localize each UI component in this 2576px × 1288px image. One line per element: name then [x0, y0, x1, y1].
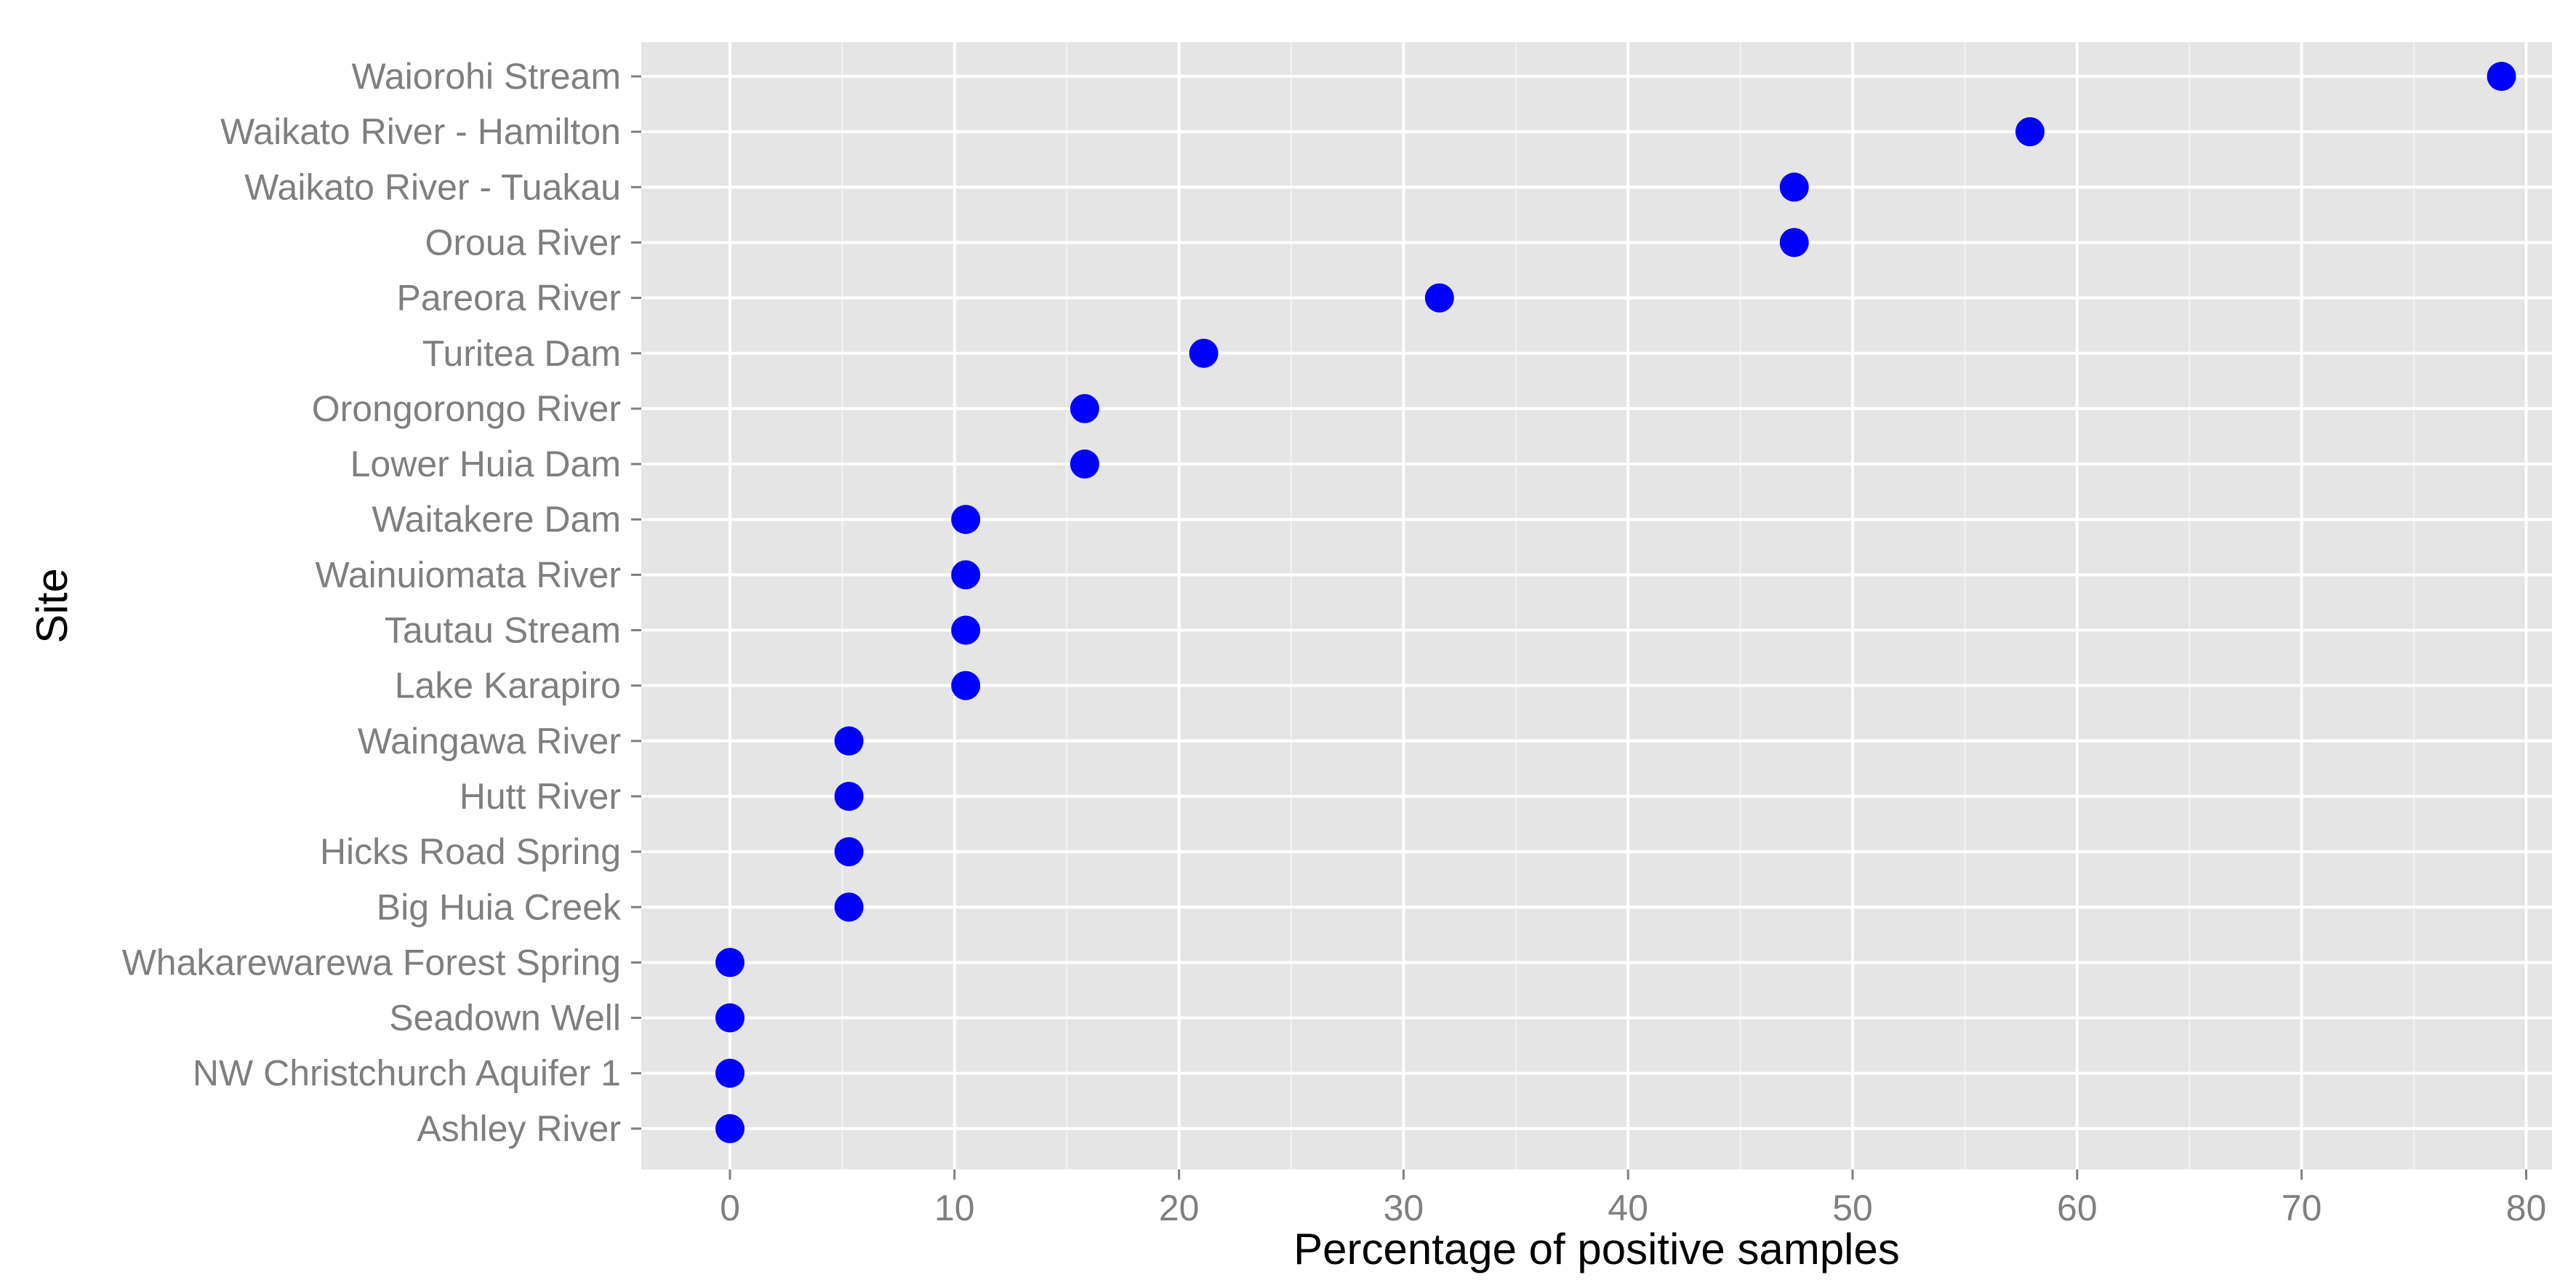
x-tick-label: 50: [1832, 1188, 1873, 1228]
minor-gridlines: [841, 42, 2415, 1169]
data-point: [715, 948, 745, 977]
y-tick-label: Orongorongo River: [312, 388, 621, 429]
x-tick-label: 40: [1608, 1188, 1648, 1228]
data-point: [834, 726, 864, 756]
data-point: [1779, 228, 1809, 257]
y-tick-label: Oroua River: [425, 222, 621, 263]
y-tick-label: Waiorohi Stream: [352, 56, 621, 97]
data-point: [1779, 172, 1809, 202]
data-point: [1424, 283, 1454, 313]
data-point: [951, 560, 981, 590]
y-tick-label: Hicks Road Spring: [320, 831, 621, 872]
y-tick-label: Wainuiomata River: [315, 554, 621, 595]
y-tick-label: Waitakere Dam: [372, 499, 621, 540]
data-point: [834, 892, 864, 922]
x-tick-label: 70: [2282, 1188, 2322, 1228]
data-points: [715, 62, 2516, 1143]
x-tick-label: 20: [1159, 1188, 1200, 1228]
data-point: [951, 615, 981, 645]
data-point: [715, 1113, 745, 1143]
y-tick-label: Seadown Well: [389, 998, 621, 1039]
y-tick-label: Hutt River: [460, 776, 621, 817]
y-tick-label: Whakarewarewa Forest Spring: [122, 942, 621, 983]
plot-panel: [641, 42, 2552, 1169]
y-tick-label: Waikato River - Tuakau: [244, 167, 621, 207]
y-tick-label: Lake Karapiro: [395, 665, 621, 706]
data-point: [951, 671, 981, 700]
y-tick-label: Waingawa River: [358, 721, 621, 761]
x-tick-label: 60: [2057, 1188, 2098, 1228]
data-point: [1189, 338, 1219, 368]
y-tick-label: Turitea Dam: [422, 333, 621, 374]
y-axis: Waiorohi Stream Waikato River - Hamilton W…: [122, 56, 641, 1149]
major-gridlines: [641, 42, 2552, 1169]
y-tick-label: Big Huia Creek: [377, 887, 622, 927]
y-tick-label: Lower Huia Dam: [350, 444, 621, 484]
x-tick-label: 30: [1384, 1188, 1424, 1228]
y-axis-title: Site: [28, 568, 76, 643]
data-point: [715, 1058, 745, 1088]
data-point: [2015, 117, 2045, 147]
data-point: [834, 837, 864, 867]
x-tick-label: 10: [934, 1188, 975, 1228]
data-point: [715, 1003, 745, 1033]
y-tick-label: Tautau Stream: [385, 610, 621, 651]
y-tick-label: Ashley River: [417, 1108, 621, 1149]
data-point: [2487, 62, 2516, 91]
data-point: [951, 505, 981, 535]
data-point: [834, 781, 864, 811]
x-tick-label: 0: [720, 1188, 740, 1228]
data-point: [1070, 449, 1099, 479]
y-tick-label: Waikato River - Hamilton: [220, 111, 621, 152]
x-axis: 0 10 20 30 40 50 60 70 80: [720, 1169, 2546, 1228]
x-axis-title: Percentage of positive samples: [1293, 1225, 1900, 1273]
x-tick-label: 80: [2506, 1188, 2547, 1228]
data-point: [1070, 393, 1099, 423]
y-tick-label: NW Christchurch Aquifer 1: [193, 1053, 621, 1094]
y-tick-label: Pareora River: [397, 278, 621, 319]
